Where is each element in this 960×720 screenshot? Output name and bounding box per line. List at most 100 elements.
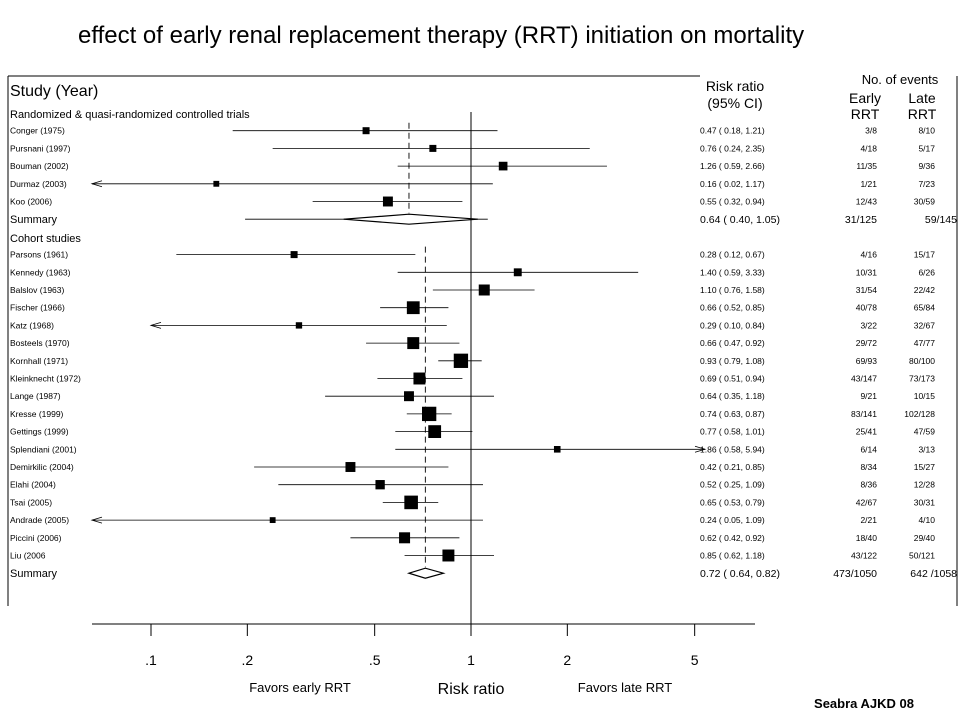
ci-text: 0.55 ( 0.32, 0.94) — [700, 197, 765, 207]
study-label: Fischer (1966) — [10, 303, 65, 313]
study-row: Gettings (1999) 0.77 ( 0.58, 1.01) 25/41 47… — [10, 425, 935, 438]
study-label: Elahi (2004) — [10, 480, 56, 490]
early-events: 12/43 — [856, 197, 878, 207]
ci-text: 0.66 ( 0.52, 0.85) — [700, 303, 765, 313]
summary-row: Summary 0.64 ( 0.40, 1.05) 31/125 59/145 — [10, 213, 957, 226]
summary-label: Summary — [10, 214, 58, 226]
early-header-line2: RRT — [851, 106, 880, 122]
study-row: Fischer (1966) 0.66 ( 0.52, 0.85) 40/78 65/… — [10, 301, 936, 315]
early-events: 42/67 — [856, 497, 878, 507]
point-estimate-square — [290, 251, 298, 259]
study-label: Piccini (2006) — [10, 533, 62, 543]
x-axis-title: Risk ratio — [438, 681, 505, 698]
summary-diamond — [406, 567, 446, 579]
late-events: 30/31 — [914, 497, 936, 507]
late-events: 65/84 — [914, 303, 936, 313]
ci-text: 1.86 ( 0.58, 5.94) — [700, 444, 765, 454]
late-events: 8/10 — [918, 126, 935, 136]
x-tick-label: 1 — [467, 652, 475, 668]
point-estimate-square — [404, 391, 414, 402]
ci-text: 0.69 ( 0.51, 0.94) — [700, 374, 765, 384]
early-events: 3/22 — [860, 320, 877, 330]
late-events: 30/59 — [914, 197, 936, 207]
late-events: 47/59 — [914, 427, 936, 437]
early-events: 31/54 — [856, 285, 878, 295]
slide-title: effect of early renal replacement therap… — [78, 22, 805, 49]
ci-text: 0.74 ( 0.63, 0.87) — [700, 409, 765, 419]
ci-arrow-left — [149, 322, 162, 329]
point-estimate-square — [362, 127, 370, 135]
ci-text: 0.29 ( 0.10, 0.84) — [700, 320, 765, 330]
ci-text: 0.24 ( 0.05, 1.09) — [700, 515, 765, 525]
early-events: 9/21 — [860, 391, 877, 401]
ci-text: 0.64 ( 0.35, 1.18) — [700, 391, 765, 401]
early-events: 10/31 — [856, 267, 878, 277]
study-row: Katz (1968) 0.29 ( 0.10, 0.84) 3/22 32/67 — [10, 320, 935, 330]
ci-text: 1.26 ( 0.59, 2.66) — [700, 161, 765, 171]
ci-text: 0.52 ( 0.25, 1.09) — [700, 480, 765, 490]
late-events: 50/121 — [909, 551, 935, 561]
point-estimate-square — [295, 322, 303, 329]
late-events: 3/13 — [918, 444, 935, 454]
x-tick-label: 2 — [563, 652, 571, 668]
study-row: Liu (2006 0.85 ( 0.62, 1.18) 43/122 50/121 — [10, 549, 935, 562]
point-estimate-square — [428, 425, 442, 438]
summary-diamond — [343, 213, 478, 225]
point-estimate-square — [553, 446, 561, 453]
early-events: 4/16 — [860, 250, 877, 260]
ci-text: 1.40 ( 0.59, 3.33) — [700, 267, 765, 277]
study-label: Demirkilic (2004) — [10, 462, 74, 472]
study-label: Bouman (2002) — [10, 161, 69, 171]
summary-label: Summary — [10, 568, 58, 580]
events-header: No. of events — [862, 72, 939, 87]
study-column-header: Study (Year) — [10, 83, 98, 100]
study-row: Durmaz (2003) 0.16 ( 0.02, 1.17) 1/21 7/23 — [10, 179, 935, 189]
early-events: 69/93 — [856, 356, 878, 366]
ci-text: 0.76 ( 0.24, 2.35) — [700, 143, 765, 153]
early-events: 11/35 — [856, 161, 877, 171]
point-estimate-square — [453, 353, 469, 368]
study-row: Bouman (2002) 1.26 ( 0.59, 2.66) 11/35 9/36 — [10, 161, 935, 171]
study-label: Durmaz (2003) — [10, 179, 67, 189]
ci-text: 0.28 ( 0.12, 0.67) — [700, 250, 765, 260]
x-tick-label: .2 — [241, 652, 253, 668]
point-estimate-square — [406, 301, 420, 315]
study-row: Kornhall (1971) 0.93 ( 0.79, 1.08) 69/93 80… — [10, 353, 935, 368]
ci-text: 0.62 ( 0.42, 0.92) — [700, 533, 765, 543]
early-events: 4/18 — [860, 143, 877, 153]
point-estimate-square — [213, 180, 220, 187]
study-label: Koo (2006) — [10, 197, 52, 207]
study-label: Tsai (2005) — [10, 497, 52, 507]
ci-arrow-right — [694, 445, 707, 453]
late-events: 4/10 — [918, 515, 935, 525]
x-tick-label: 5 — [691, 652, 699, 668]
late-events: 80/100 — [909, 356, 935, 366]
ci-text: 1.10 ( 0.76, 1.58) — [700, 285, 765, 295]
study-row: Pursnani (1997) 0.76 ( 0.24, 2.35) 4/18 5/1… — [10, 143, 935, 153]
study-label: Conger (1975) — [10, 126, 65, 136]
study-label: Parsons (1961) — [10, 250, 68, 260]
ci-text: 0.93 ( 0.79, 1.08) — [700, 356, 765, 366]
study-label: Kennedy (1963) — [10, 267, 71, 277]
x-tick-label: .1 — [145, 652, 157, 668]
late-header-line2: RRT — [908, 106, 937, 122]
ci-text: 0.85 ( 0.62, 1.18) — [700, 551, 765, 561]
point-estimate-square — [399, 532, 411, 544]
summary-ci-text: 0.64 ( 0.40, 1.05) — [700, 214, 780, 226]
late-events: 29/40 — [914, 533, 936, 543]
point-estimate-square — [421, 406, 437, 422]
ci-text: 0.65 ( 0.53, 0.79) — [700, 497, 765, 507]
study-label: Liu (2006 — [10, 551, 46, 561]
point-estimate-square — [429, 144, 437, 152]
study-row: Bosteels (1970) 0.66 ( 0.47, 0.92) 29/72 47… — [10, 337, 936, 350]
late-events: 73/173 — [909, 374, 935, 384]
late-events: 47/77 — [914, 338, 936, 348]
study-label: Kresse (1999) — [10, 409, 64, 419]
citation-credit: Seabra AJKD 08 — [814, 696, 914, 711]
point-estimate-square — [382, 196, 393, 207]
late-events: 6/26 — [918, 267, 935, 277]
late-header-line1: Late — [908, 90, 935, 106]
early-events: 8/36 — [860, 480, 877, 490]
study-label: Andrade (2005) — [10, 515, 69, 525]
